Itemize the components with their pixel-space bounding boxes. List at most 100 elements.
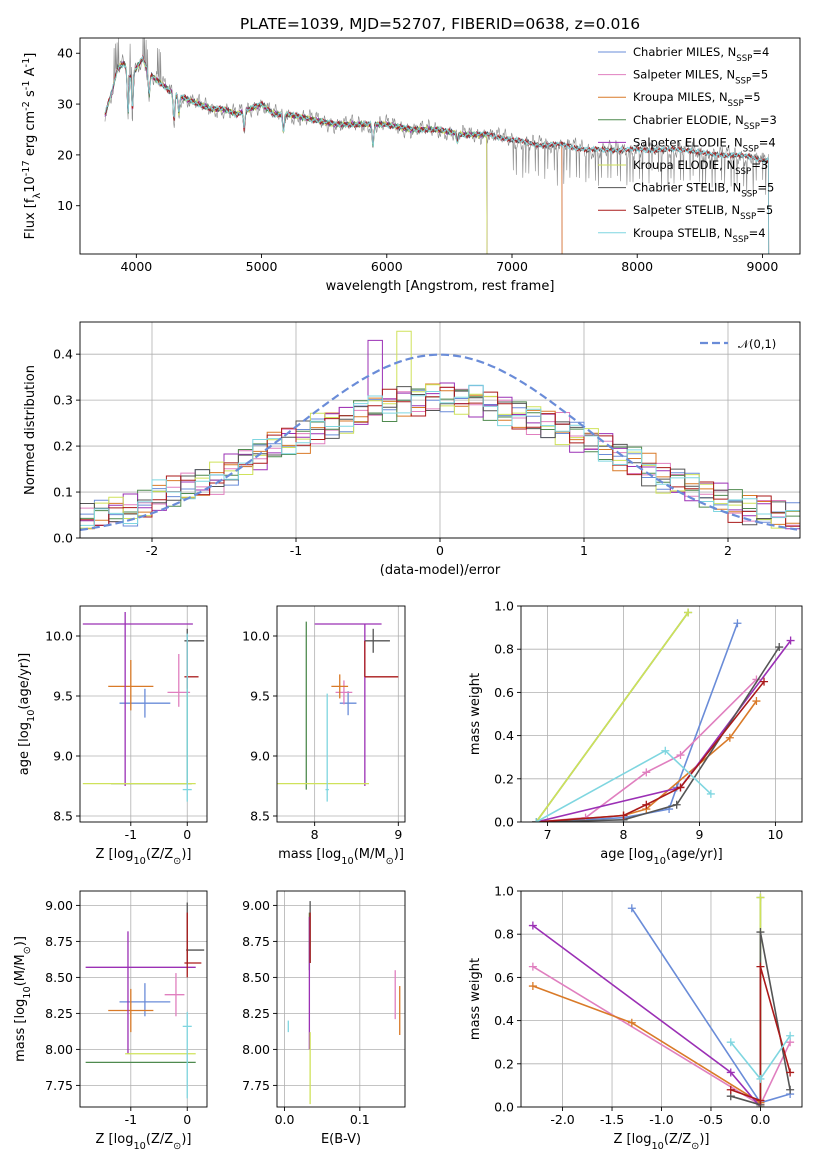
plus-marker — [676, 751, 685, 760]
y-tick-label: 9.5 — [250, 689, 270, 704]
plus-marker — [726, 1085, 735, 1094]
y-tick-label: 0.0 — [494, 1100, 514, 1115]
plus-marker — [756, 928, 765, 937]
plot-area — [104, 38, 770, 254]
y-axis-label: mass weight — [468, 958, 483, 1040]
plus-marker — [684, 608, 693, 617]
x-tick-label: 5000 — [246, 259, 278, 274]
plus-marker — [528, 962, 537, 971]
residual-histogram-panel: -2 -1 0 1 2 0.0 0.1 0.2 0.3 0.4 (data-model)/error… — [23, 321, 801, 578]
legend-label: Kroupa MILES, NSSP=5 — [633, 90, 761, 109]
spectrum-legend: Chabrier MILES, NSSP=4 Salpeter MILES, NS… — [598, 45, 777, 245]
y-tick-label: 20 — [57, 147, 73, 162]
legend-label: Salpeter MILES, NSSP=5 — [633, 68, 768, 87]
y-tick-label: 7.75 — [242, 1078, 270, 1093]
y-tick-label: 9.0 — [250, 749, 270, 764]
x-tick-label: 9000 — [747, 259, 779, 274]
y-tick-label: 8.5 — [250, 809, 270, 824]
mass-weight-line — [535, 612, 689, 822]
y-tick-label: 8.25 — [242, 1006, 270, 1021]
y-axis-label: Normed distribution — [23, 365, 38, 495]
x-tick-label: 4000 — [120, 259, 152, 274]
plus-marker — [756, 1074, 765, 1083]
axes-frame — [79, 890, 208, 1108]
mass-weight-vs-age-panel: 7 8 9 10 0.0 0.2 0.4 0.6 0.8 1.0 age [log10(age/yr… — [468, 599, 803, 867]
x-tick-label: -1 — [290, 543, 302, 558]
x-tick-label: 0.1 — [350, 1112, 370, 1127]
legend-label: Salpeter ELODIE, NSSP=4 — [633, 135, 776, 154]
plus-marker — [642, 800, 651, 809]
y-tick-label: 9.00 — [242, 898, 270, 913]
y-tick-label: 10.0 — [242, 629, 270, 644]
model-spectrum-line — [104, 58, 488, 254]
y-tick-label: 0.6 — [494, 685, 514, 700]
mass-weight-line — [532, 985, 762, 1105]
plot-area — [85, 902, 205, 1099]
figure-title: PLATE=1039, MJD=52707, FIBERID=0638, z=0… — [240, 15, 640, 33]
y-tick-label: 0.6 — [494, 970, 514, 985]
model-spectrum-line — [104, 58, 488, 254]
legend-label: Chabrier MILES, NSSP=4 — [633, 45, 769, 64]
y-tick-label: 0.8 — [494, 642, 514, 657]
plus-marker — [775, 643, 784, 652]
legend-label: 𝒩(0,1) — [738, 337, 776, 351]
x-tick-label: 0 — [183, 827, 191, 842]
y-tick-label: 8.50 — [242, 970, 270, 985]
x-tick-label: 0.0 — [275, 1112, 295, 1127]
x-axis-label: E(B-V) — [321, 1132, 361, 1147]
x-tick-label: -0.5 — [699, 1112, 723, 1127]
spectrum-panel: 4000 5000 6000 7000 8000 9000 10 20 30 40 waveleng… — [21, 37, 801, 294]
mass-weight-line — [532, 924, 762, 1107]
plus-marker — [676, 783, 685, 792]
x-tick-label: -2 — [146, 543, 158, 558]
y-tick-label: 8.75 — [242, 934, 270, 949]
legend-label: Chabrier STELIB, NSSP=5 — [633, 181, 774, 200]
y-tick-label: 0.4 — [494, 728, 514, 743]
y-tick-label: 0.0 — [53, 531, 73, 546]
axes-frame — [276, 605, 406, 823]
y-tick-label: 9.5 — [53, 689, 73, 704]
y-axis-label: Flux [fλ10-17 erg cm-2 s-1 A-1] — [21, 53, 43, 240]
x-axis-label: (data-model)/error — [380, 563, 501, 578]
x-tick-label: 8000 — [621, 259, 653, 274]
y-tick-label: 10.0 — [45, 629, 73, 644]
y-tick-label: 1.0 — [494, 599, 514, 614]
x-tick-label: -1.0 — [649, 1112, 673, 1127]
y-tick-label: 1.0 — [494, 884, 514, 899]
plus-marker — [661, 746, 670, 755]
x-tick-label: 9 — [695, 827, 703, 842]
y-tick-label: 10 — [57, 198, 73, 213]
axes-frame — [79, 37, 801, 255]
normal-curve-line — [80, 353, 798, 531]
x-tick-label: 8 — [311, 827, 319, 842]
plus-marker — [726, 1068, 735, 1077]
plus-marker — [786, 636, 795, 645]
axes-frame — [79, 605, 208, 823]
x-tick-label: -1 — [125, 1112, 137, 1127]
plot-area — [277, 621, 399, 802]
y-tick-label: 8.00 — [242, 1042, 270, 1057]
model-spectrum-line — [104, 57, 488, 254]
x-tick-label: 6000 — [371, 259, 403, 274]
y-tick-label: 0.2 — [53, 439, 73, 454]
y-tick-label: 0.3 — [53, 393, 73, 408]
plus-marker — [619, 811, 628, 820]
age-vs-mass-panel: 8 9 8.5 9.0 9.5 10.0 mass [log10(M/M⊙)] — [242, 605, 406, 867]
plus-marker — [756, 893, 765, 902]
plus-marker — [706, 789, 715, 798]
y-axis-label: mass [log10(M/M⊙)] — [13, 936, 33, 1062]
y-tick-label: 30 — [57, 97, 73, 112]
model-spectrum-line — [104, 55, 563, 254]
mass-weight-line — [536, 678, 757, 822]
x-tick-label: -1.5 — [600, 1112, 624, 1127]
legend-label: Kroupa ELODIE, NSSP=3 — [633, 158, 768, 177]
x-axis-label: Z [log10(Z/Z⊙)] — [96, 1132, 192, 1152]
plot-area — [80, 330, 800, 531]
mass-weight-line — [536, 623, 739, 822]
x-tick-label: 7000 — [496, 259, 528, 274]
y-tick-label: 0.2 — [494, 771, 514, 786]
plus-marker — [752, 697, 761, 706]
legend-label: Chabrier ELODIE, NSSP=3 — [633, 113, 777, 132]
x-tick-label: 7 — [544, 827, 552, 842]
y-tick-label: 0.4 — [53, 347, 73, 362]
